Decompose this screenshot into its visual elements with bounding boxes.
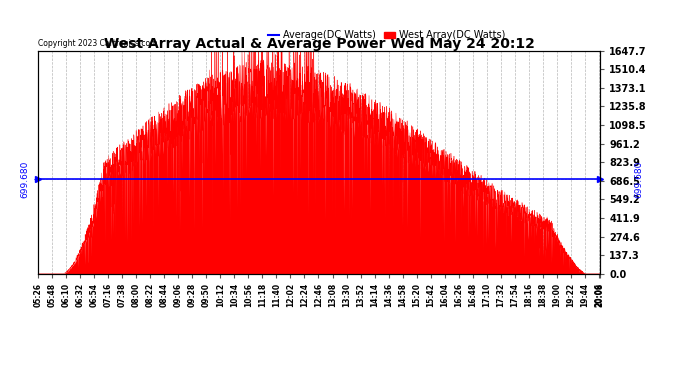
Legend: Average(DC Watts), West Array(DC Watts): Average(DC Watts), West Array(DC Watts)	[264, 27, 510, 44]
Text: Copyright 2023 Cartronics.com: Copyright 2023 Cartronics.com	[38, 39, 157, 48]
Text: 699.680: 699.680	[635, 160, 644, 198]
Title: West Array Actual & Average Power Wed May 24 20:12: West Array Actual & Average Power Wed Ma…	[104, 37, 535, 51]
